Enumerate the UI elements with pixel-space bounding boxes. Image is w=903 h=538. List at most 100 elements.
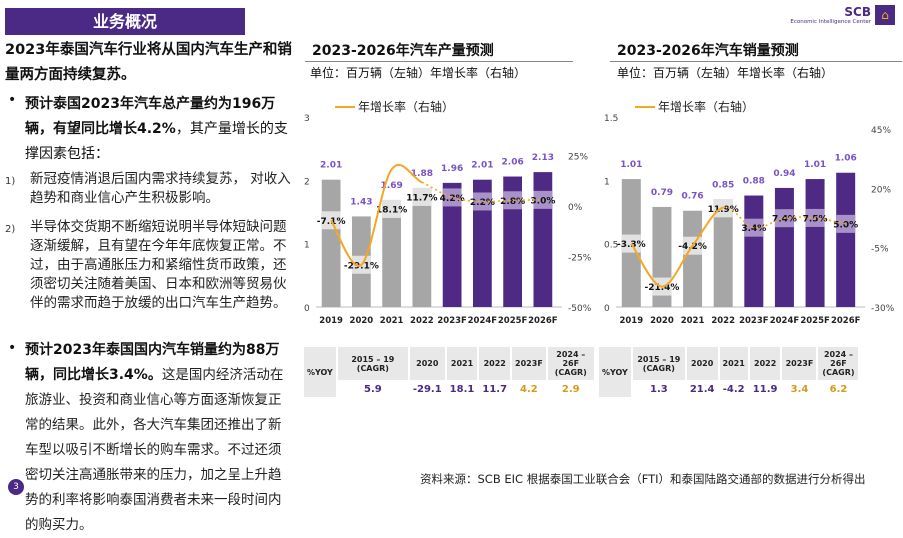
growth-line-actual: [330, 163, 423, 267]
cell: 3.4: [790, 384, 809, 395]
bar: [713, 199, 733, 307]
y2-tick-label: 0%: [568, 203, 583, 213]
growth-band: [442, 188, 462, 207]
growth-label: 11.7%: [406, 193, 437, 203]
x-tick-label: 2022: [711, 316, 735, 326]
col-header: 2022: [479, 347, 511, 380]
bar: [744, 195, 764, 307]
source-note: 资料来源：SCB EIC 根据泰国工业联合会（FTI）和泰国陆路交通部的数据进行…: [420, 472, 866, 486]
item-text: 新冠疫情消退后国内需求持续复苏， 对收入趋势和商业信心产生积极影响。: [30, 171, 291, 206]
chart-unit: 单位：百万辆（左轴）年增长率（右轴）: [310, 66, 527, 80]
logo-icon: ⌂: [875, 5, 895, 25]
value-label: 2.01: [320, 161, 342, 171]
col-header: 2022: [749, 347, 781, 380]
bar: [805, 179, 825, 307]
bar: [472, 179, 492, 307]
y-tick-label: 0: [304, 304, 310, 314]
growth-label: -29.1%: [344, 261, 379, 271]
y2-tick-label: -5%: [871, 245, 889, 255]
legend-label: 年增长率（右轴）: [658, 99, 754, 114]
col-header: 2020: [686, 347, 718, 380]
col-header: 2020: [409, 347, 445, 380]
item-text: 半导体交货期不断缩短说明半导体短缺问题逐渐缓解，且有望在今年年底恢复正常。不过，…: [30, 219, 287, 311]
item-number: 1): [5, 176, 16, 187]
growth-label: 2.2%: [470, 198, 495, 208]
bar: [382, 199, 402, 307]
bullet-bold: 预计泰国2023年汽车总产量约为196万辆，有望同比增长4.2%: [25, 96, 276, 137]
legend-label: 年增长率（右轴）: [358, 99, 454, 114]
growth-label: 5.0%: [833, 220, 858, 230]
value-label: 0.76: [681, 192, 703, 202]
value-label: 0.88: [743, 177, 765, 187]
cell: 18.1: [449, 384, 475, 395]
cell: 11.9: [752, 384, 778, 395]
divider: [610, 61, 902, 62]
growth-band: [744, 218, 764, 237]
cell: 5.9: [363, 384, 382, 395]
value-label: 0.79: [651, 188, 673, 198]
y-tick-label: 1: [304, 241, 310, 251]
logo-name: SCB: [844, 5, 871, 19]
growth-label: 18.1%: [376, 205, 407, 215]
x-tick-label: 2026F: [831, 316, 861, 326]
chart-title: 2023-2026年汽车产量预测: [312, 43, 494, 59]
value-label: 1.06: [835, 154, 857, 164]
cell: 2.9: [561, 384, 580, 395]
cell: 11.7: [482, 384, 508, 395]
x-tick-label: 2019: [619, 316, 643, 326]
production-chart: 年增长率（右轴）012325%0%-25%-50%-7.1%2.012019-2…: [304, 99, 592, 326]
col-header: 2023F: [512, 347, 546, 380]
x-tick-label: 2021: [380, 316, 404, 326]
bullet-dot: •: [8, 92, 17, 108]
growth-label: 7.5%: [803, 214, 828, 224]
x-tick-label: 2025F: [800, 316, 830, 326]
bullet-sales: 预计2023年泰国国内汽车销量约为88万辆，同比增长3.4%。这是国内经济活动在…: [25, 338, 287, 538]
bullet-production: 预计泰国2023年汽车总产量约为196万辆，有望同比增长4.2%，其产量增长的支…: [25, 92, 295, 167]
y2-tick-label: -25%: [568, 253, 592, 263]
growth-band: [412, 187, 432, 206]
value-label: 1.69: [381, 181, 403, 191]
value-label: 1.88: [411, 169, 433, 179]
bar: [683, 210, 703, 307]
x-tick-label: 2026F: [528, 316, 558, 326]
y-tick-label: 0.5: [604, 241, 618, 251]
production-yoy-table: %YOY 2015 – 19 (CAGR) 2020 2021 2022 202…: [302, 345, 596, 399]
scb-logo: SCB Economic Intelligence Center ⌂: [790, 5, 895, 25]
col-header: 2024 – 26F (CAGR): [547, 347, 594, 380]
growth-label: 3.0%: [530, 196, 555, 206]
divider: [305, 61, 573, 62]
y2-tick-label: 25%: [568, 152, 588, 162]
value-label: 2.01: [471, 161, 493, 171]
y-tick-label: 0: [604, 304, 610, 314]
growth-band: [503, 191, 523, 210]
x-tick-label: 2019: [319, 316, 343, 326]
y2-tick-label: 20%: [871, 185, 891, 195]
bullet-rest: ，其产量增长的支撑因素包括：: [25, 121, 288, 162]
col-header: 2021: [719, 347, 748, 380]
growth-label: 3.4%: [741, 224, 766, 234]
col-header: 2023F: [782, 347, 817, 380]
cell: 1.3: [649, 384, 668, 395]
lead-text: 2023年泰国汽车行业将从国内汽车生产和销量两方面持续复苏。: [5, 42, 292, 83]
bar: [836, 172, 856, 307]
sales-yoy-table: %YOY 2015 – 19 (CAGR) 2020 2021 2022 202…: [597, 345, 860, 399]
bar: [442, 182, 462, 307]
y-tick-label: 3: [304, 114, 310, 124]
page-number: 3: [8, 479, 24, 495]
growth-label: 11.9%: [708, 205, 739, 215]
x-tick-label: 2020: [350, 316, 374, 326]
x-tick-label: 2023F: [739, 316, 769, 326]
bar: [321, 179, 341, 307]
chart-title: 2023-2026年汽车销量预测: [617, 43, 799, 59]
cell: -4.2: [722, 384, 745, 395]
bar: [412, 187, 432, 307]
value-label: 2.13: [532, 153, 554, 163]
logo-subtitle: Economic Intelligence Center: [790, 19, 871, 25]
cell: 6.2: [829, 384, 848, 395]
growth-band: [382, 199, 402, 218]
y2-tick-label: -30%: [871, 304, 895, 314]
x-tick-label: 2022: [410, 316, 434, 326]
chart-unit: 单位：百万辆（左轴）年增长率（右轴）: [617, 66, 834, 80]
x-tick-label: 2024F: [468, 316, 498, 326]
section-title: 业务概况: [5, 8, 245, 35]
